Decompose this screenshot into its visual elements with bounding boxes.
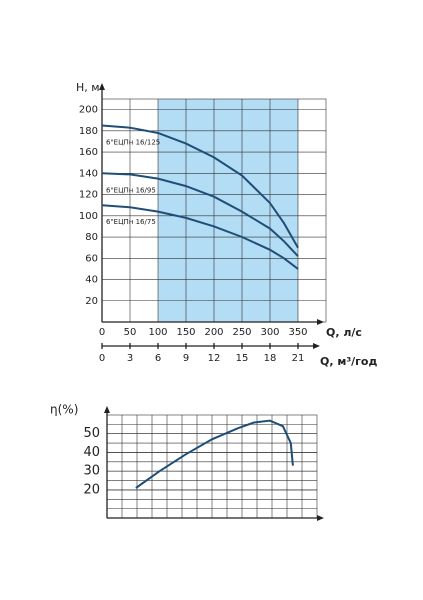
curve-label: 6"ЕЦПн 16/95: [106, 186, 156, 194]
axis-arrow: [99, 83, 105, 90]
y-tick-label: 40: [85, 275, 98, 286]
axis-arrow: [317, 515, 324, 521]
y-tick-label: 120: [79, 190, 98, 201]
x2-tick-label: 15: [236, 353, 249, 364]
y-tick-label: 140: [79, 168, 98, 179]
curve: [135, 419, 294, 489]
x-tick-label: 100: [148, 327, 167, 338]
y-tick-label: 30: [83, 464, 100, 479]
curve-label: 6"ЕЦПн 16/75: [106, 218, 156, 226]
x-tick-label: 300: [260, 327, 279, 338]
x2-tick-label: 21: [292, 353, 305, 364]
x2-tick-label: 18: [264, 353, 277, 364]
x-tick-label: 150: [176, 327, 195, 338]
x2-tick-label: 12: [208, 353, 221, 364]
curve-label: 6"ЕЦПн 16/125: [106, 139, 160, 147]
y-tick-label: 20: [85, 296, 98, 307]
x2-tick-label: 9: [183, 353, 189, 364]
x2-axis-label: Q, м³/год: [320, 355, 377, 368]
y-tick-label: 60: [85, 253, 98, 264]
y-tick-label: 20: [83, 482, 100, 497]
y-axis-label: H, м: [76, 81, 100, 94]
curve: [101, 204, 299, 270]
x-tick-label: 250: [232, 327, 251, 338]
y-tick-label: 160: [79, 147, 98, 158]
y-tick-label: 50: [83, 426, 100, 441]
y-axis-label: η(%): [50, 403, 78, 417]
axis-arrow: [313, 343, 320, 349]
curve: [101, 172, 299, 257]
x-tick-label: 50: [124, 327, 137, 338]
y-tick-label: 80: [85, 232, 98, 243]
y-tick-label: 200: [79, 105, 98, 116]
x-tick-label: 0: [99, 327, 105, 338]
highlight-region: [158, 99, 298, 322]
x2-tick-label: 0: [99, 353, 105, 364]
x-tick-label: 350: [288, 327, 307, 338]
curve: [101, 124, 299, 249]
x2-tick-label: 3: [127, 353, 133, 364]
y-tick-label: 100: [79, 211, 98, 222]
x-tick-label: 200: [204, 327, 223, 338]
x2-tick-label: 6: [155, 353, 161, 364]
axis-arrow: [104, 406, 110, 413]
axis-arrow: [317, 319, 324, 325]
y-tick-label: 180: [79, 126, 98, 137]
y-tick-label: 40: [83, 445, 100, 460]
x-axis-label: Q, л/с: [326, 326, 362, 339]
